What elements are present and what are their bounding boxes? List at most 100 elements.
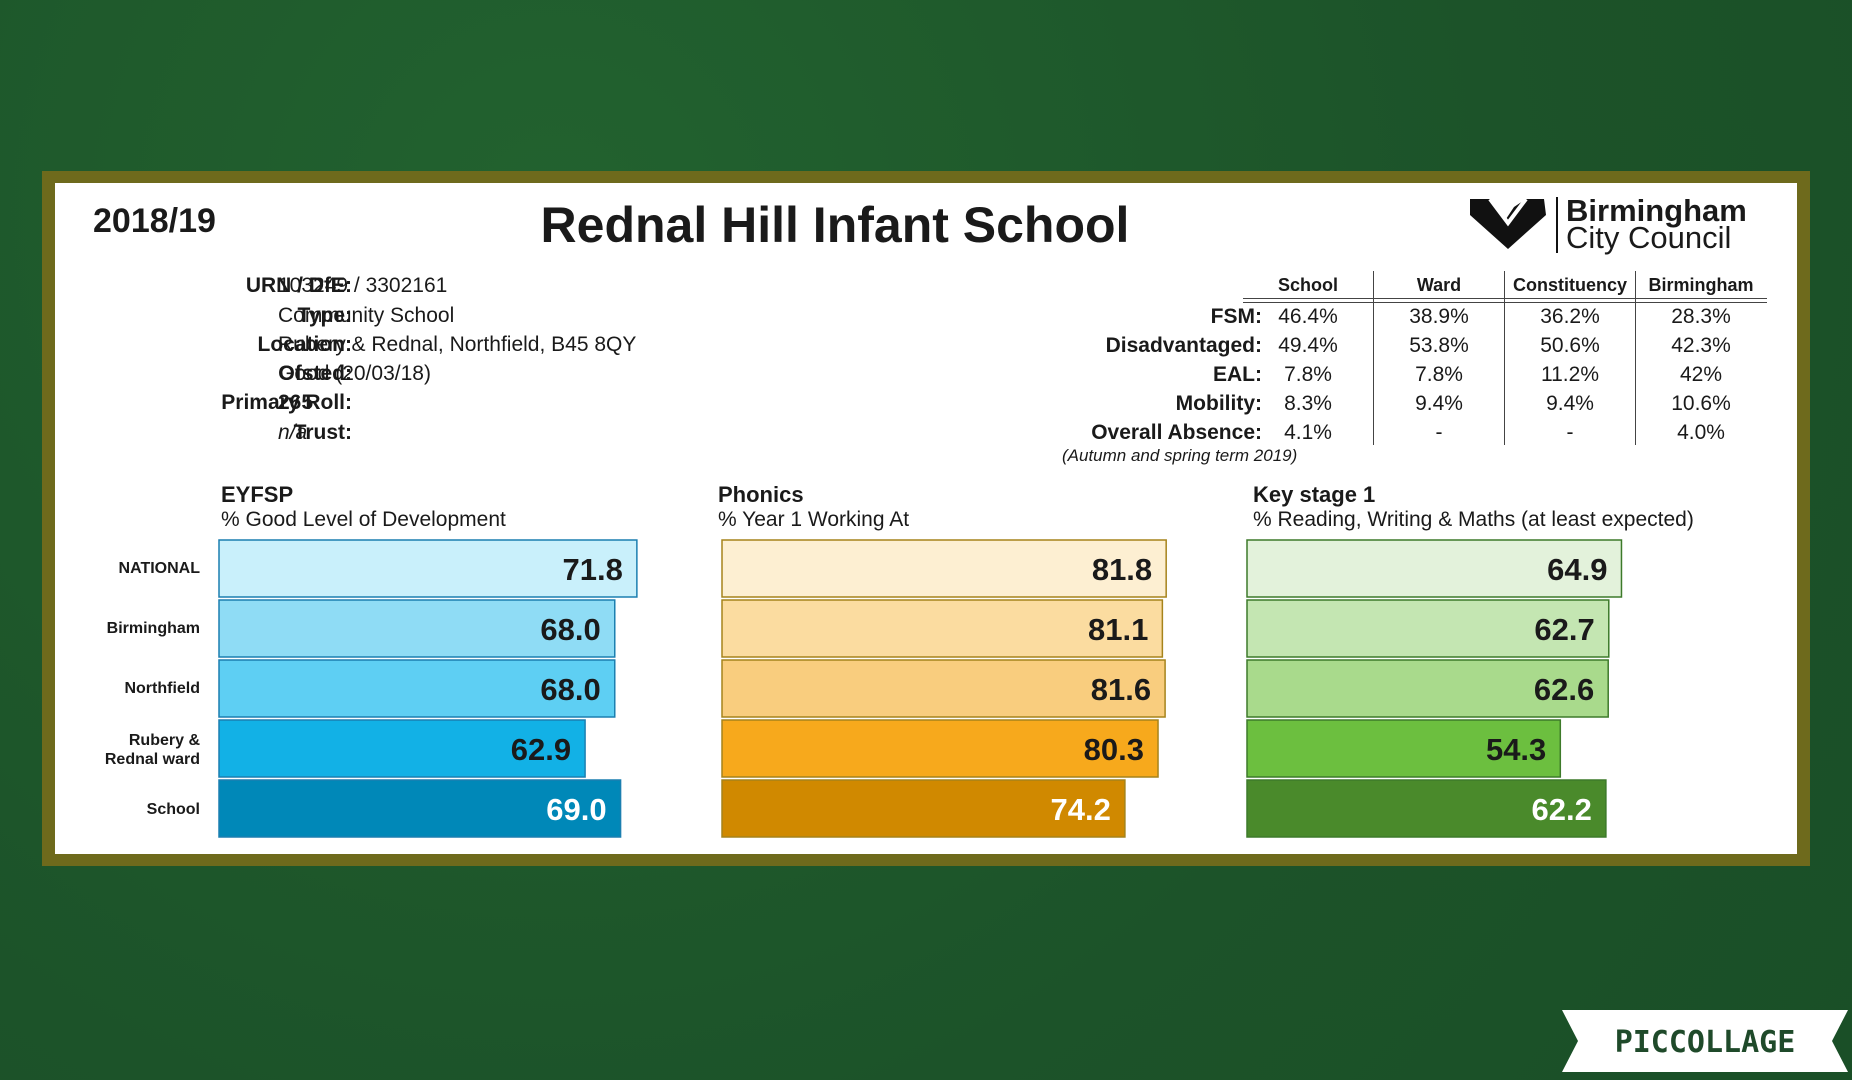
bar-ks1-2 xyxy=(1246,659,1609,718)
info-value: 103249 / 3302161 xyxy=(278,274,448,297)
bar-eyfsp-1 xyxy=(218,599,616,658)
bar-value-eyfsp-0: 71.8 xyxy=(563,552,623,587)
stats-cell: 10.6% xyxy=(1671,392,1731,415)
row-label-birmingham: Birmingham xyxy=(106,620,200,637)
stats-col-header: Ward xyxy=(1416,275,1462,295)
info-label: Ofsted: xyxy=(278,362,353,385)
bar-eyfsp-3 xyxy=(218,719,586,778)
bar-value-phonics-0: 81.8 xyxy=(1092,552,1152,587)
stats-cell: 28.3% xyxy=(1671,305,1731,328)
bar-value-ks1-3: 54.3 xyxy=(1486,732,1546,767)
stats-row-label: Mobility: xyxy=(1175,392,1262,415)
info-value: Good (20/03/18) xyxy=(278,362,431,385)
year-label: 2018/19 xyxy=(93,202,216,240)
stats-cell: 38.9% xyxy=(1409,305,1469,328)
stats-row-label: EAL: xyxy=(1213,363,1262,386)
stats-cell: 7.8% xyxy=(1284,363,1332,386)
bar-ks1-1 xyxy=(1246,599,1610,658)
bar-eyfsp-2 xyxy=(218,659,616,718)
stats-cell: 42.3% xyxy=(1671,334,1731,357)
row-label-ward: Rubery & Rednal ward xyxy=(104,732,200,768)
stats-header-rule xyxy=(1243,298,1767,299)
stats-cell: - xyxy=(1435,421,1443,444)
stats-cell: - xyxy=(1566,421,1574,444)
stats-cell: 4.1% xyxy=(1284,421,1332,444)
stats-row-label: Disadvantaged: xyxy=(1105,334,1262,357)
info-row-trust: Trust: n/a xyxy=(100,421,740,449)
bar-value-phonics-4: 74.2 xyxy=(1051,792,1111,827)
stats-cell: 4.0% xyxy=(1677,421,1725,444)
bar-ks1-0 xyxy=(1246,539,1623,598)
chart-subtitle-phonics: % Year 1 Working At xyxy=(718,508,910,531)
bar-value-ks1-0: 64.9 xyxy=(1547,552,1607,587)
bar-value-ks1-2: 62.6 xyxy=(1534,672,1594,707)
info-row-type: Type: Community School xyxy=(100,304,740,332)
stats-col-header: Birmingham xyxy=(1648,275,1754,295)
stats-cell: 50.6% xyxy=(1540,334,1600,357)
bar-phonics-2 xyxy=(721,659,1166,718)
stats-cell: 9.4% xyxy=(1546,392,1594,415)
bar-phonics-4 xyxy=(721,779,1126,838)
info-label: Trust: xyxy=(293,421,352,444)
stats-cell: 53.8% xyxy=(1409,334,1469,357)
bar-phonics-3 xyxy=(721,719,1159,778)
info-row-roll: Primary Roll: 265 xyxy=(100,391,740,419)
stats-col-divider xyxy=(1373,271,1374,445)
bar-value-eyfsp-1: 68.0 xyxy=(540,612,600,647)
info-label: Primary Roll: xyxy=(221,391,352,414)
stats-col-divider xyxy=(1504,271,1505,445)
bar-value-ks1-1: 62.7 xyxy=(1534,612,1594,647)
logo-text-line2: City Council xyxy=(1566,220,1732,255)
info-label: Type: xyxy=(297,304,352,327)
stats-cell: 11.2% xyxy=(1541,363,1599,386)
piccollage-watermark: PICCOLLAGE xyxy=(1562,1010,1848,1072)
stats-cell: 7.8% xyxy=(1415,363,1463,386)
bar-phonics-1 xyxy=(721,599,1164,658)
row-label-school: School xyxy=(146,801,200,818)
stats-cell: 36.2% xyxy=(1540,305,1600,328)
info-value: 265 xyxy=(278,391,314,414)
stats-col-header: School xyxy=(1277,275,1338,295)
page-title: Rednal Hill Infant School xyxy=(540,197,1130,253)
bar-eyfsp-4 xyxy=(218,779,622,838)
chart-subtitle-eyfsp: % Good Level of Development xyxy=(221,508,506,531)
stats-cell: 9.4% xyxy=(1415,392,1463,415)
bar-value-ks1-4: 62.2 xyxy=(1532,792,1592,827)
stats-table: School Ward Constituency Birmingham FSM:… xyxy=(1040,271,1770,471)
heart-logo-icon xyxy=(1470,197,1546,249)
stats-cell: 49.4% xyxy=(1278,334,1338,357)
chart-title-ks1: Key stage 1 xyxy=(1253,482,1376,507)
info-row-location: Location: Rubery & Rednal, Northfield, B… xyxy=(100,333,740,361)
info-row-ofsted: Ofsted: Good (20/03/18) xyxy=(100,362,740,390)
info-value: Rubery & Rednal, Northfield, B45 8QY xyxy=(278,333,637,356)
stats-col-header: Constituency xyxy=(1512,275,1627,295)
info-label: Location: xyxy=(257,333,353,356)
stats-cell: 46.4% xyxy=(1278,305,1338,328)
stats-row-label: FSM: xyxy=(1210,305,1262,328)
chart-title-phonics: Phonics xyxy=(718,482,804,507)
info-value: Community School xyxy=(278,304,455,327)
stats-row-label: Overall Absence: xyxy=(1091,421,1262,444)
chart-title-eyfsp: EYFSP xyxy=(221,482,294,507)
row-label-national: NATIONAL xyxy=(118,560,200,577)
bar-value-eyfsp-4: 69.0 xyxy=(546,792,606,827)
bar-value-eyfsp-2: 68.0 xyxy=(540,672,600,707)
info-value: n/a xyxy=(278,421,308,444)
absence-note: (Autumn and spring term 2019) xyxy=(1062,446,1298,465)
logo-text-line1: Birmingham xyxy=(1566,193,1747,228)
bar-ks1-3 xyxy=(1246,719,1562,778)
stats-cell: 42% xyxy=(1679,363,1723,386)
bar-value-phonics-3: 80.3 xyxy=(1084,732,1144,767)
info-row-urn: URN / DfE: 103249 / 3302161 xyxy=(100,274,740,302)
bar-eyfsp-0 xyxy=(218,539,638,598)
chart-subtitle-ks1: % Reading, Writing & Maths (at least exp… xyxy=(1253,508,1694,531)
watermark-text: PICCOLLAGE xyxy=(1615,1025,1796,1060)
bar-value-phonics-1: 81.1 xyxy=(1088,612,1148,647)
stats-col-divider xyxy=(1635,271,1636,445)
logo-divider xyxy=(1556,197,1558,253)
bar-value-phonics-2: 81.6 xyxy=(1091,672,1151,707)
row-label-northfield: Northfield xyxy=(124,680,200,697)
stats-cell: 8.3% xyxy=(1284,392,1332,415)
bar-ks1-4 xyxy=(1246,779,1607,838)
